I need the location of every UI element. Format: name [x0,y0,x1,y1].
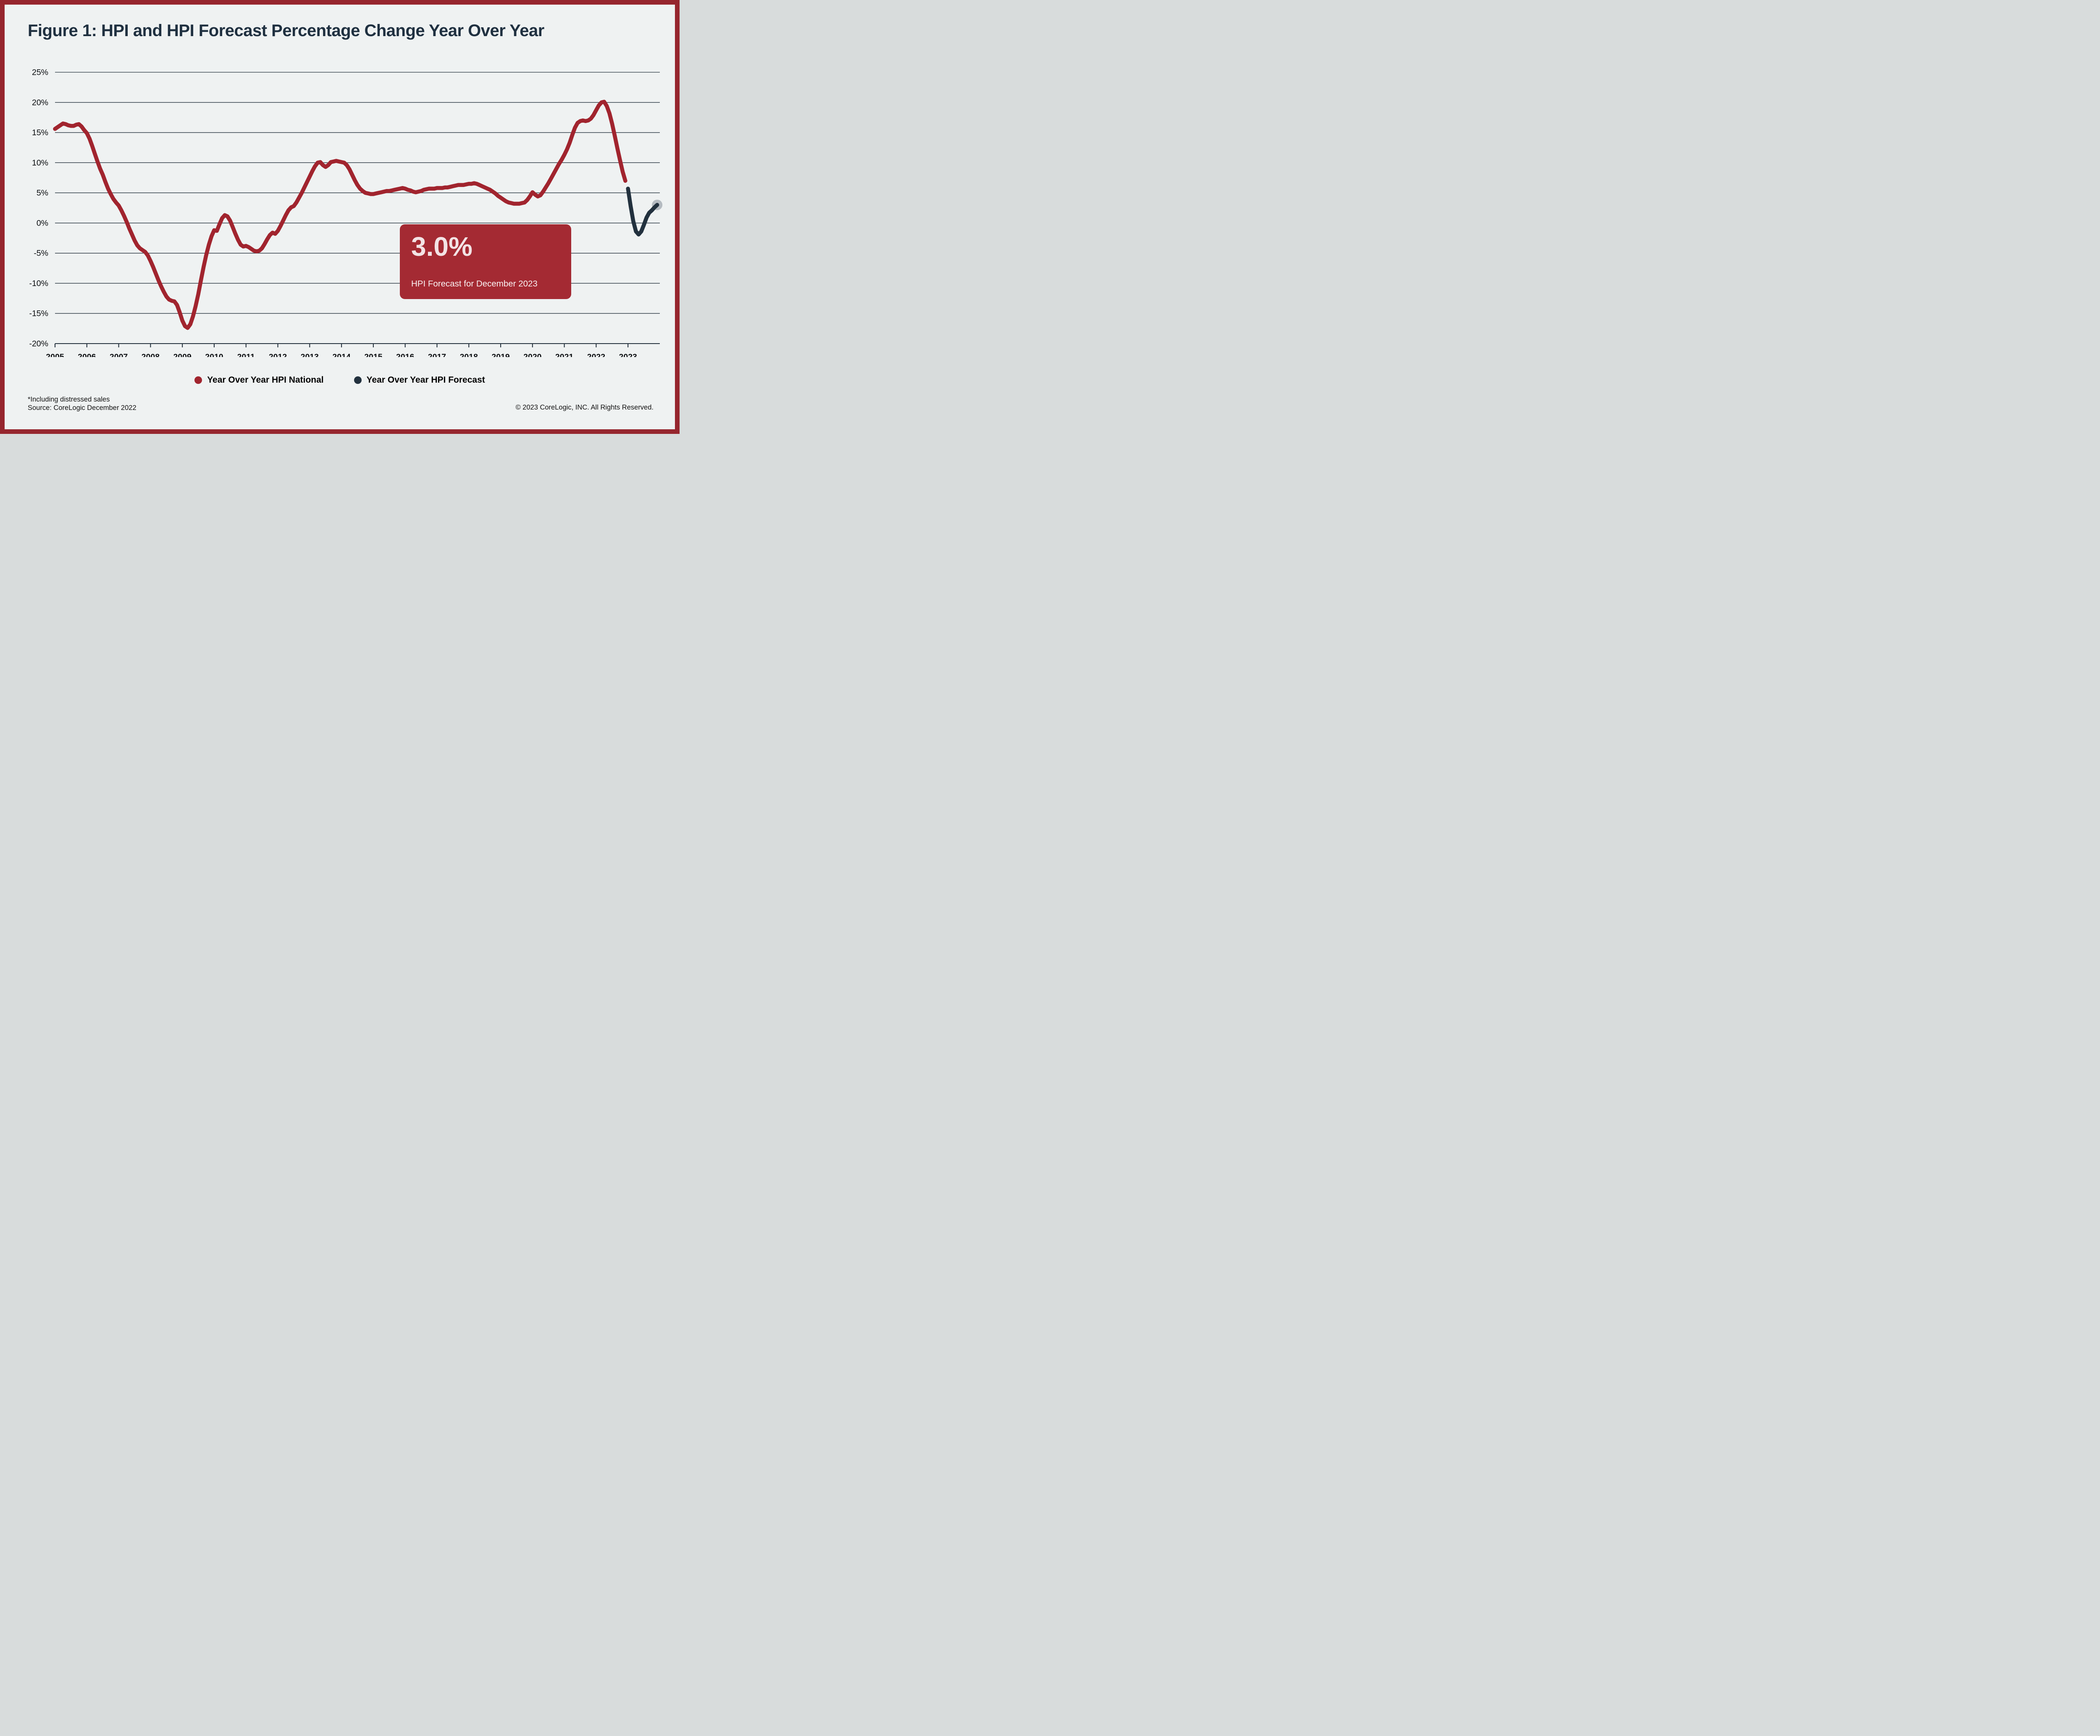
national-line [53,100,627,330]
y-tick-label: -20% [29,339,48,349]
footnote-source: Source: CoreLogic December 2022 [28,404,136,412]
x-axis-labels: 2005 2006 2007 2008 2009 2010 2011 2012 2013 2014… [46,352,637,357]
legend-item-national: Year Over Year HPI National [194,375,324,385]
x-tick-label: 2018 [460,352,478,357]
x-tick-label: 2020 [523,352,542,357]
forecast-line [626,186,659,236]
x-tick-label: 2016 [396,352,415,357]
legend-item-forecast: Year Over Year HPI Forecast [354,375,485,385]
x-tick-label: 2012 [269,352,287,357]
forecast-callout-label: HPI Forecast for December 2023 [411,279,538,289]
x-tick-label: 2015 [364,352,383,357]
footnote-distressed-sales: *Including distressed sales [28,396,110,403]
national-series-dot-icon [194,376,202,384]
y-tick-label: 0% [37,218,48,228]
y-tick-label: 10% [32,158,48,168]
x-axis-ticks [54,344,629,347]
y-tick-label: 15% [32,128,48,137]
y-tick-label: -15% [29,309,48,318]
x-tick-label: 2017 [428,352,446,357]
legend-label-forecast: Year Over Year HPI Forecast [366,375,485,385]
gridlines [55,72,660,344]
x-tick-label: 2008 [142,352,160,357]
x-tick-label: 2010 [205,352,223,357]
forecast-series-dot-icon [354,376,362,384]
forecast-callout-value: 3.0% [411,231,472,262]
x-tick-label: 2006 [78,352,96,357]
figure-title: Figure 1: HPI and HPI Forecast Percentag… [28,21,544,40]
y-tick-label: -5% [34,249,48,258]
x-tick-label: 2005 [46,352,64,357]
legend-label-national: Year Over Year HPI National [207,375,324,385]
x-tick-label: 2022 [587,352,606,357]
x-tick-label: 2007 [110,352,128,357]
x-tick-label: 2021 [555,352,574,357]
x-tick-label: 2009 [173,352,192,357]
chart-legend: Year Over Year HPI National Year Over Ye… [5,375,675,385]
x-tick-label: 2013 [301,352,319,357]
y-tick-label: 20% [32,98,48,107]
forecast-callout: 3.0% HPI Forecast for December 2023 [400,224,571,299]
x-tick-label: 2023 [619,352,638,357]
x-tick-label: 2014 [332,352,351,357]
copyright-notice: © 2023 CoreLogic, INC. All Rights Reserv… [515,404,654,411]
y-axis-labels: 25% 20% 15% 10% 5% 0% -5% -10% -15% -20% [29,68,48,349]
figure-page: Figure 1: HPI and HPI Forecast Percentag… [0,0,680,434]
y-tick-label: 5% [37,189,48,198]
x-tick-label: 2011 [237,352,255,357]
y-tick-label: -10% [29,279,48,288]
hpi-line-chart: 25%20%15%10%5%0%-5%-10%-15%-20%2005 2006 2… [29,68,663,357]
y-tick-label: 25% [32,68,48,77]
x-tick-label: 2019 [491,352,510,357]
footnotes: *Including distressed sales Source: Core… [28,395,136,412]
